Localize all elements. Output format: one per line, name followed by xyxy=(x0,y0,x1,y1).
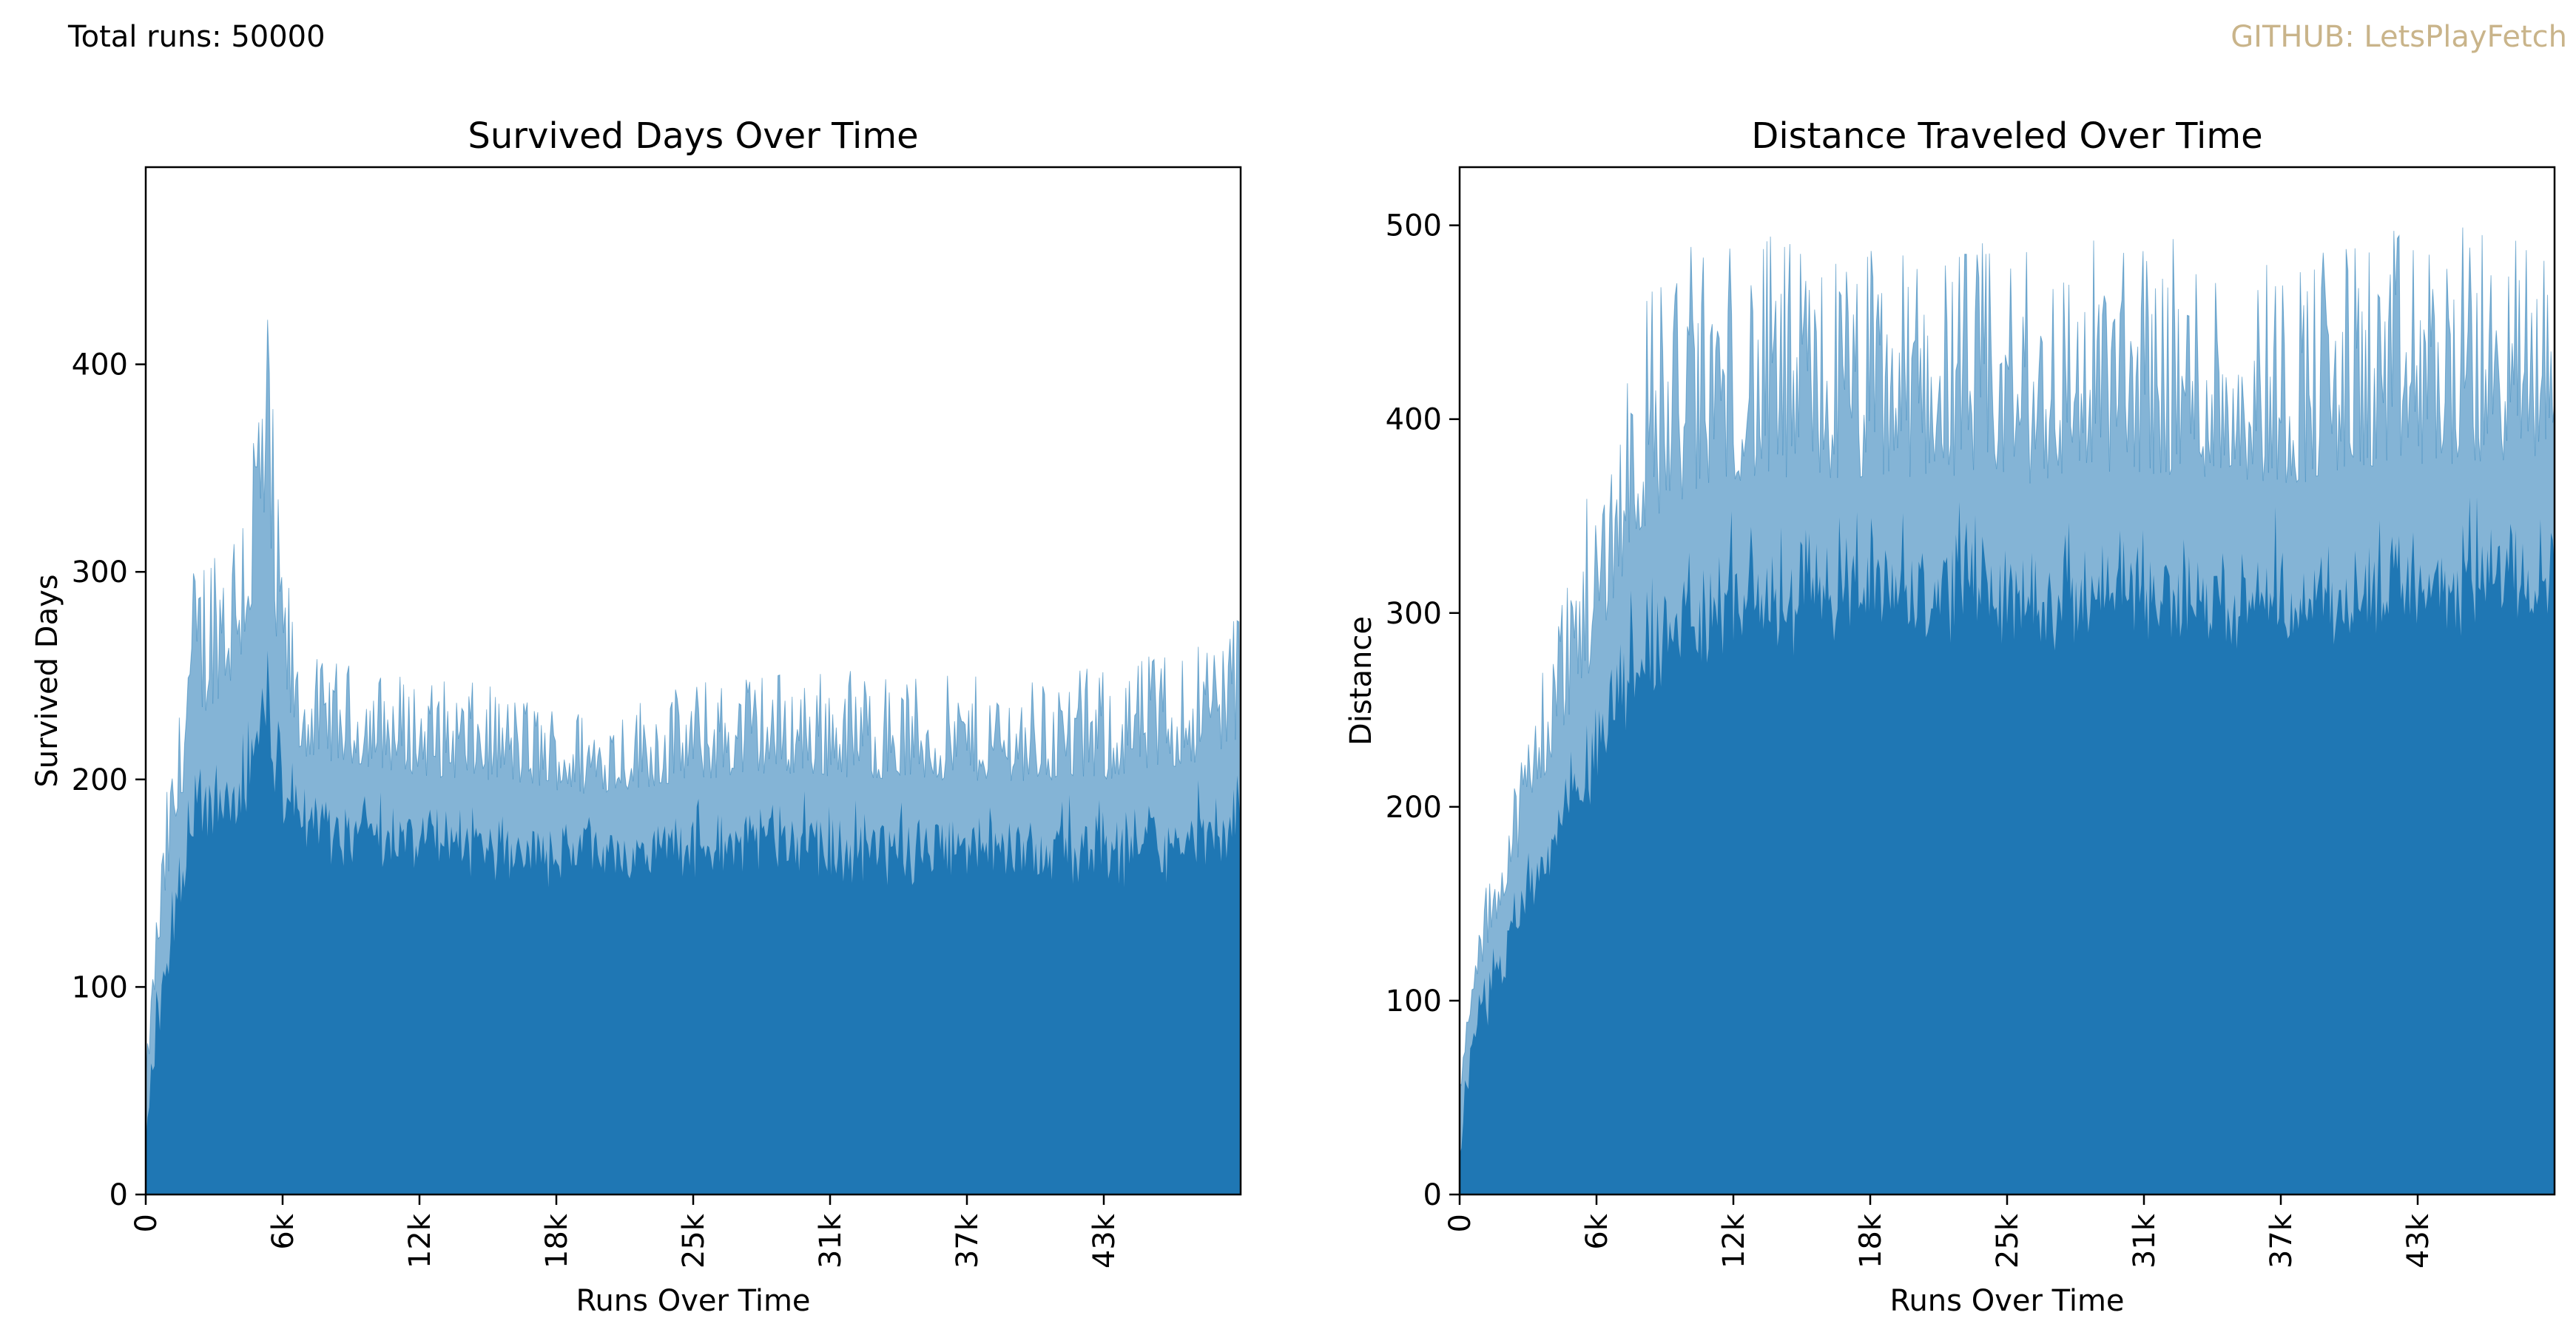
x-tick-label: 12k xyxy=(1717,1213,1751,1268)
x-tick-label: 6k xyxy=(1580,1213,1614,1249)
y-axis-label: Distance xyxy=(1344,616,1378,746)
x-tick-label: 18k xyxy=(540,1213,574,1268)
x-tick-label: 25k xyxy=(1991,1213,2025,1268)
x-tick-label: 37k xyxy=(2265,1213,2299,1268)
y-tick-label: 300 xyxy=(72,555,128,589)
x-tick-label: 0 xyxy=(129,1214,163,1232)
series-main-area xyxy=(146,650,1241,1195)
x-tick-label: 31k xyxy=(814,1213,848,1268)
x-axis-label: Runs Over Time xyxy=(576,1284,810,1318)
x-tick-label: 43k xyxy=(1088,1213,1122,1268)
y-tick-label: 200 xyxy=(1386,791,1442,825)
x-axis-label: Runs Over Time xyxy=(1889,1284,2124,1318)
y-tick-label: 500 xyxy=(1386,209,1442,243)
survived-days-chart: Survived Days Over Time 0 100 200 300 400 0 6k 1… xyxy=(30,115,1242,1318)
y-tick-label: 200 xyxy=(72,763,128,797)
github-credit-label: GITHUB: LetsPlayFetch xyxy=(2231,20,2567,54)
distance-traveled-chart: Distance Traveled Over Time 0 100 200 300 400… xyxy=(1344,115,2556,1318)
y-tick-label: 0 xyxy=(109,1178,128,1212)
x-tick-label: 31k xyxy=(2128,1213,2162,1268)
y-tick-label: 100 xyxy=(72,970,128,1004)
x-tick-label: 12k xyxy=(403,1213,437,1268)
series-main-area xyxy=(1460,497,2555,1195)
x-tick-label: 43k xyxy=(2401,1213,2435,1268)
y-tick-label: 300 xyxy=(1386,597,1442,631)
chart-title: Distance Traveled Over Time xyxy=(1751,115,2262,157)
x-tick-label: 18k xyxy=(1854,1213,1888,1268)
y-axis-label: Survived Days xyxy=(30,574,64,787)
y-tick-label: 400 xyxy=(1386,403,1442,437)
x-tick-label: 0 xyxy=(1443,1214,1477,1232)
chart-title: Survived Days Over Time xyxy=(468,115,918,157)
y-tick-label: 100 xyxy=(1386,984,1442,1018)
x-tick-label: 25k xyxy=(677,1213,711,1268)
x-tick-label: 6k xyxy=(266,1213,300,1249)
total-runs-label: Total runs: 50000 xyxy=(68,20,326,54)
y-tick-label: 400 xyxy=(72,348,128,382)
y-tick-label: 0 xyxy=(1423,1178,1442,1212)
x-tick-label: 37k xyxy=(951,1213,985,1268)
